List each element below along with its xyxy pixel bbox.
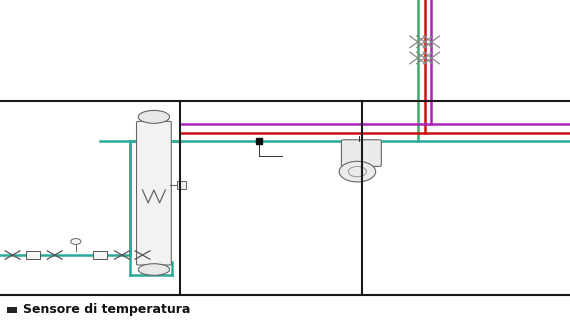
FancyBboxPatch shape xyxy=(137,121,171,265)
Circle shape xyxy=(71,239,81,244)
Text: Sensore di temperatura: Sensore di temperatura xyxy=(23,303,190,316)
FancyBboxPatch shape xyxy=(341,140,381,166)
Bar xyxy=(93,251,107,259)
Ellipse shape xyxy=(138,264,170,275)
Ellipse shape xyxy=(138,110,170,123)
Bar xyxy=(177,181,186,189)
Bar xyxy=(7,307,17,313)
Bar xyxy=(26,251,40,259)
Circle shape xyxy=(339,161,376,182)
